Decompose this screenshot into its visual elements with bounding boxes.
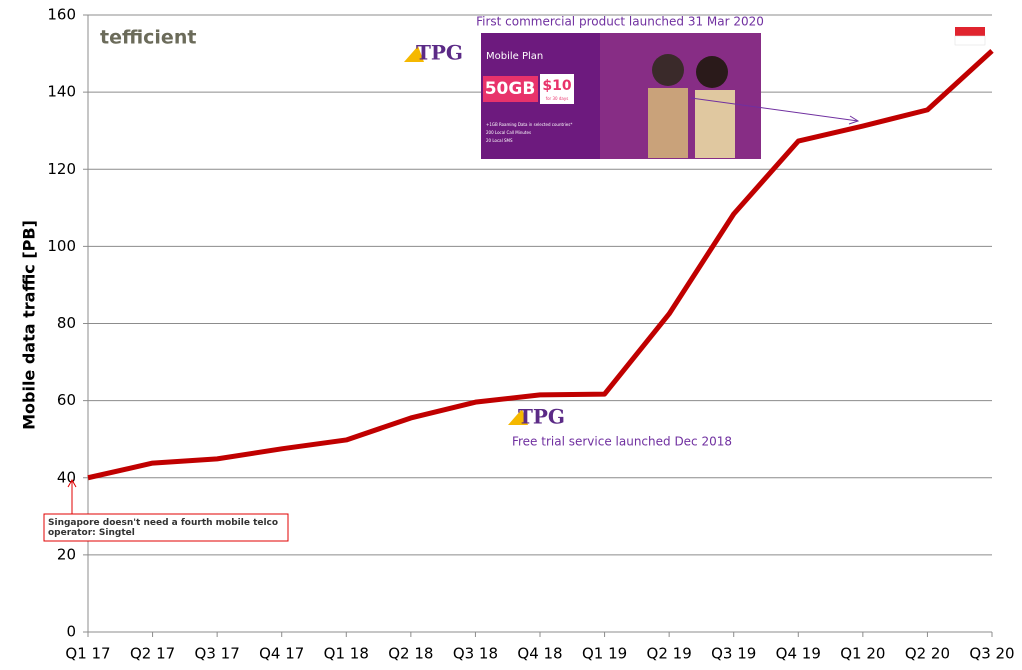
x-tick-label: Q3 20 (969, 645, 1014, 663)
arrow-head (848, 115, 860, 125)
annotation-fo: Singapore doesn't need a fourth mobile t… (48, 518, 279, 538)
ad-text: for 30 days (546, 96, 569, 101)
y-tick-label: 80 (57, 314, 76, 332)
tpg-logo: TPG (508, 405, 565, 429)
ad-image: Mobile Plan 50GB $10 for 30 days +1GB Ro… (481, 33, 761, 159)
x-tick-label: Q3 18 (453, 645, 498, 663)
x-tick-label: Q1 17 (65, 645, 110, 663)
y-tick-label: 140 (47, 83, 76, 101)
tpg-logo: TPG (404, 41, 463, 65)
x-tick-label: Q2 19 (647, 645, 692, 663)
x-tick-label: Q1 19 (582, 645, 627, 663)
y-tick-label: 120 (47, 160, 76, 178)
tpg-text: TPG (518, 405, 565, 429)
ad-text: +1GB Roaming Data in selected countries* (486, 122, 572, 127)
y-axis-label: Mobile data traffic [PB] (20, 220, 39, 430)
x-tick-label: Q2 17 (130, 645, 175, 663)
y-tick-label: 160 (47, 6, 76, 24)
flag (954, 27, 986, 46)
x-tick-label: Q4 17 (259, 645, 304, 663)
x-tick-label: Q1 18 (324, 645, 369, 663)
annotation: Free trial service launched Dec 2018 (512, 435, 732, 449)
annotation: First commercial product launched 31 Mar… (476, 15, 764, 29)
x-tick-label: Q2 20 (905, 645, 950, 663)
x-tick-label: Q1 20 (840, 645, 885, 663)
arrow (690, 97, 859, 122)
x-tick-label: Q3 17 (195, 645, 240, 663)
x-tick-label: Q3 19 (711, 645, 756, 663)
ad-text: Mobile Plan (486, 51, 543, 62)
y-tick-label: 100 (47, 237, 76, 255)
x-tick-label: Q4 19 (776, 645, 821, 663)
y-tick-label: 0 (66, 623, 76, 641)
y-tick-label: 60 (57, 391, 76, 409)
plot: 0 20 40 60 80 100 120 140 160 Q1 17 Q2 17 Q3 17 Q4 1… (47, 6, 1014, 663)
ad-text: 50GB (485, 79, 536, 99)
tpg-text: TPG (416, 41, 463, 65)
series-line (87, 49, 994, 481)
annotation-box (43, 513, 289, 542)
brand-logo: tefficient (100, 27, 196, 49)
x-tick-label: Q2 18 (388, 645, 433, 663)
ad-text: 20 Local SMS (486, 138, 513, 143)
ad-text: $10 (542, 78, 571, 94)
arrow-head (67, 478, 77, 488)
y-tick-label: 20 (57, 545, 76, 563)
ad-text: 200 Local Call Minutes (486, 130, 531, 135)
x-tick-label: Q4 18 (517, 645, 562, 663)
y-tick-label: 40 (57, 468, 76, 486)
annotation: Singapore doesn't need a fourth mobile t… (48, 518, 279, 538)
